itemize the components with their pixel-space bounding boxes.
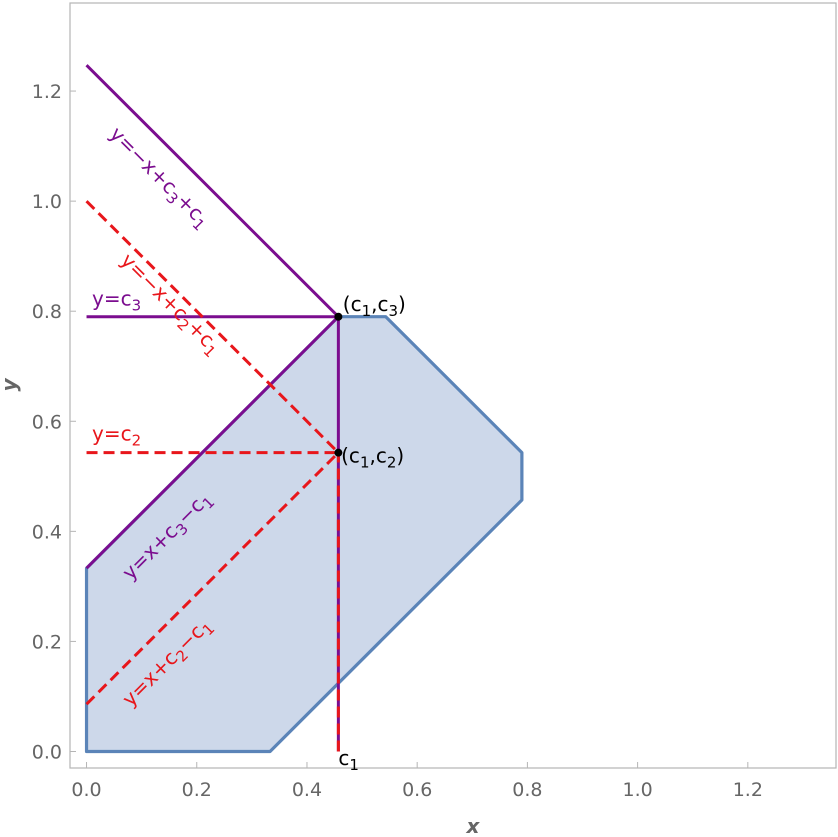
y-tick-label: 0.8	[32, 301, 62, 323]
x-axis-label: x	[466, 814, 481, 837]
x-axis-ticks: 0.0 0.2 0.4 0.6 0.8 1.0 1.2	[71, 762, 763, 801]
annotation-lbl-c1c3: (c1,c3)	[343, 292, 406, 320]
line-r1	[85, 200, 340, 454]
y-tick-label: 0.6	[32, 411, 62, 433]
line-r3	[85, 451, 340, 706]
annotation-lbl-c1: c1	[338, 746, 359, 774]
line-p1	[85, 64, 340, 318]
annotation-lbl-y-c3: y=c3	[92, 287, 141, 315]
x-tick-label: 0.0	[71, 779, 101, 801]
y-axis-label: y	[0, 378, 21, 392]
y-tick-label: 0.2	[32, 631, 62, 653]
x-tick-label: 1.2	[733, 779, 763, 801]
y-tick-label: 0.0	[32, 741, 62, 763]
line-p3	[85, 315, 340, 570]
series-layer	[85, 64, 340, 752]
point-pt-c1c3	[334, 312, 343, 321]
annotation-lbl-y-c2: y=c2	[92, 422, 141, 450]
y-tick-label: 1.2	[32, 81, 62, 103]
x-tick-label: 1.0	[623, 779, 653, 801]
y-tick-label: 0.4	[32, 521, 62, 543]
plot-frame	[69, 2, 837, 769]
x-tick-label: 0.4	[292, 779, 322, 801]
x-tick-label: 0.2	[182, 779, 212, 801]
annotation-lbl-c1c2: (c1,c2)	[341, 444, 404, 472]
x-tick-label: 0.6	[402, 779, 432, 801]
y-tick-label: 1.0	[32, 191, 62, 213]
point-pt-c1c2	[334, 448, 343, 457]
y-axis-ticks: 0.0 0.2 0.4 0.6 0.8 1.0 1.2	[32, 81, 76, 763]
x-tick-label: 0.8	[512, 779, 542, 801]
points-layer	[334, 312, 343, 457]
